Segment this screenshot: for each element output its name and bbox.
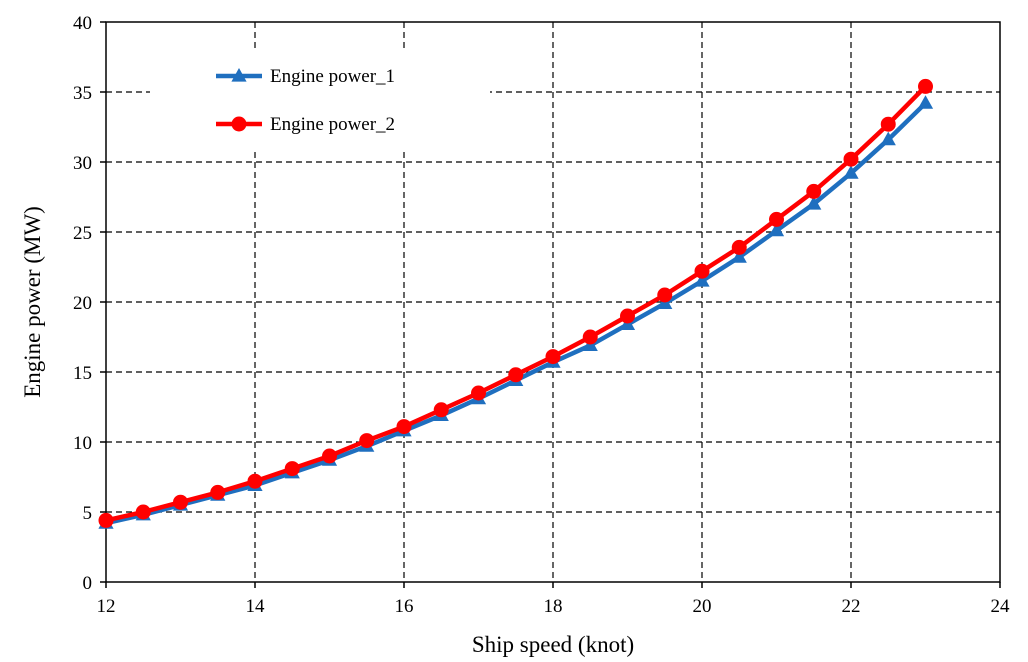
y-tick-label: 15: [73, 363, 92, 384]
y-tick-label: 20: [73, 293, 92, 314]
x-tick-label: 12: [97, 596, 116, 617]
y-tick-label: 25: [73, 223, 92, 244]
legend-box: [150, 50, 490, 150]
y-tick-label: 10: [73, 433, 92, 454]
data-point: [433, 402, 449, 418]
data-point: [731, 239, 747, 255]
legend-label: Engine power_1: [270, 66, 395, 87]
data-point: [210, 484, 226, 500]
legend-marker: [231, 68, 247, 82]
legend-label: Engine power_2: [270, 114, 395, 135]
data-point: [880, 131, 896, 146]
data-point: [880, 116, 896, 132]
legend-entry-2: Engine power_2: [216, 114, 395, 135]
data-point: [471, 385, 486, 401]
data-point: [731, 249, 747, 263]
data-point: [396, 419, 412, 435]
data-point: [806, 183, 822, 199]
legend-entry-1: Engine power_1: [216, 66, 395, 87]
data-point: [843, 165, 859, 179]
data-point: [806, 196, 822, 210]
legend-background: [150, 50, 490, 150]
y-tick-label: 5: [83, 503, 93, 524]
data-point: [284, 461, 300, 477]
data-point: [247, 473, 263, 489]
y-tick-label: 0: [83, 573, 93, 594]
data-point: [508, 367, 524, 383]
data-point: [545, 349, 561, 365]
data-point: [768, 222, 785, 237]
x-tick-label: 18: [544, 596, 563, 617]
data-point: [135, 504, 151, 520]
y-tick-label: 30: [73, 153, 92, 174]
data-point: [173, 494, 188, 510]
y-tick-label: 40: [73, 13, 92, 34]
data-point: [359, 433, 375, 449]
axis-ticks: 12 14 16 18 20 22 24 0 5 10 15 20 25 30 35 40: [73, 13, 1010, 617]
x-tick-label: 24: [991, 596, 1011, 617]
data-point: [322, 448, 337, 464]
data-series: [98, 78, 934, 529]
x-tick-label: 22: [842, 596, 861, 617]
series-2: [98, 78, 933, 528]
data-point: [620, 308, 635, 324]
data-point: [769, 211, 784, 227]
x-tick-label: 16: [395, 596, 414, 617]
data-point: [843, 151, 859, 167]
x-axis-title: Ship speed (knot): [472, 632, 634, 657]
data-point: [582, 329, 598, 345]
y-tick-label: 35: [73, 83, 92, 104]
data-point: [98, 512, 114, 528]
x-tick-label: 20: [693, 596, 712, 617]
data-point: [918, 78, 933, 94]
data-point: [657, 287, 673, 303]
data-point: [694, 273, 710, 287]
legend: Engine power_1 Engine power_2: [216, 66, 395, 135]
legend-marker: [231, 116, 247, 132]
data-point: [694, 263, 710, 279]
y-axis-title: Engine power (MW): [20, 206, 45, 398]
x-tick-label: 14: [246, 596, 266, 617]
data-point: [917, 95, 934, 109]
